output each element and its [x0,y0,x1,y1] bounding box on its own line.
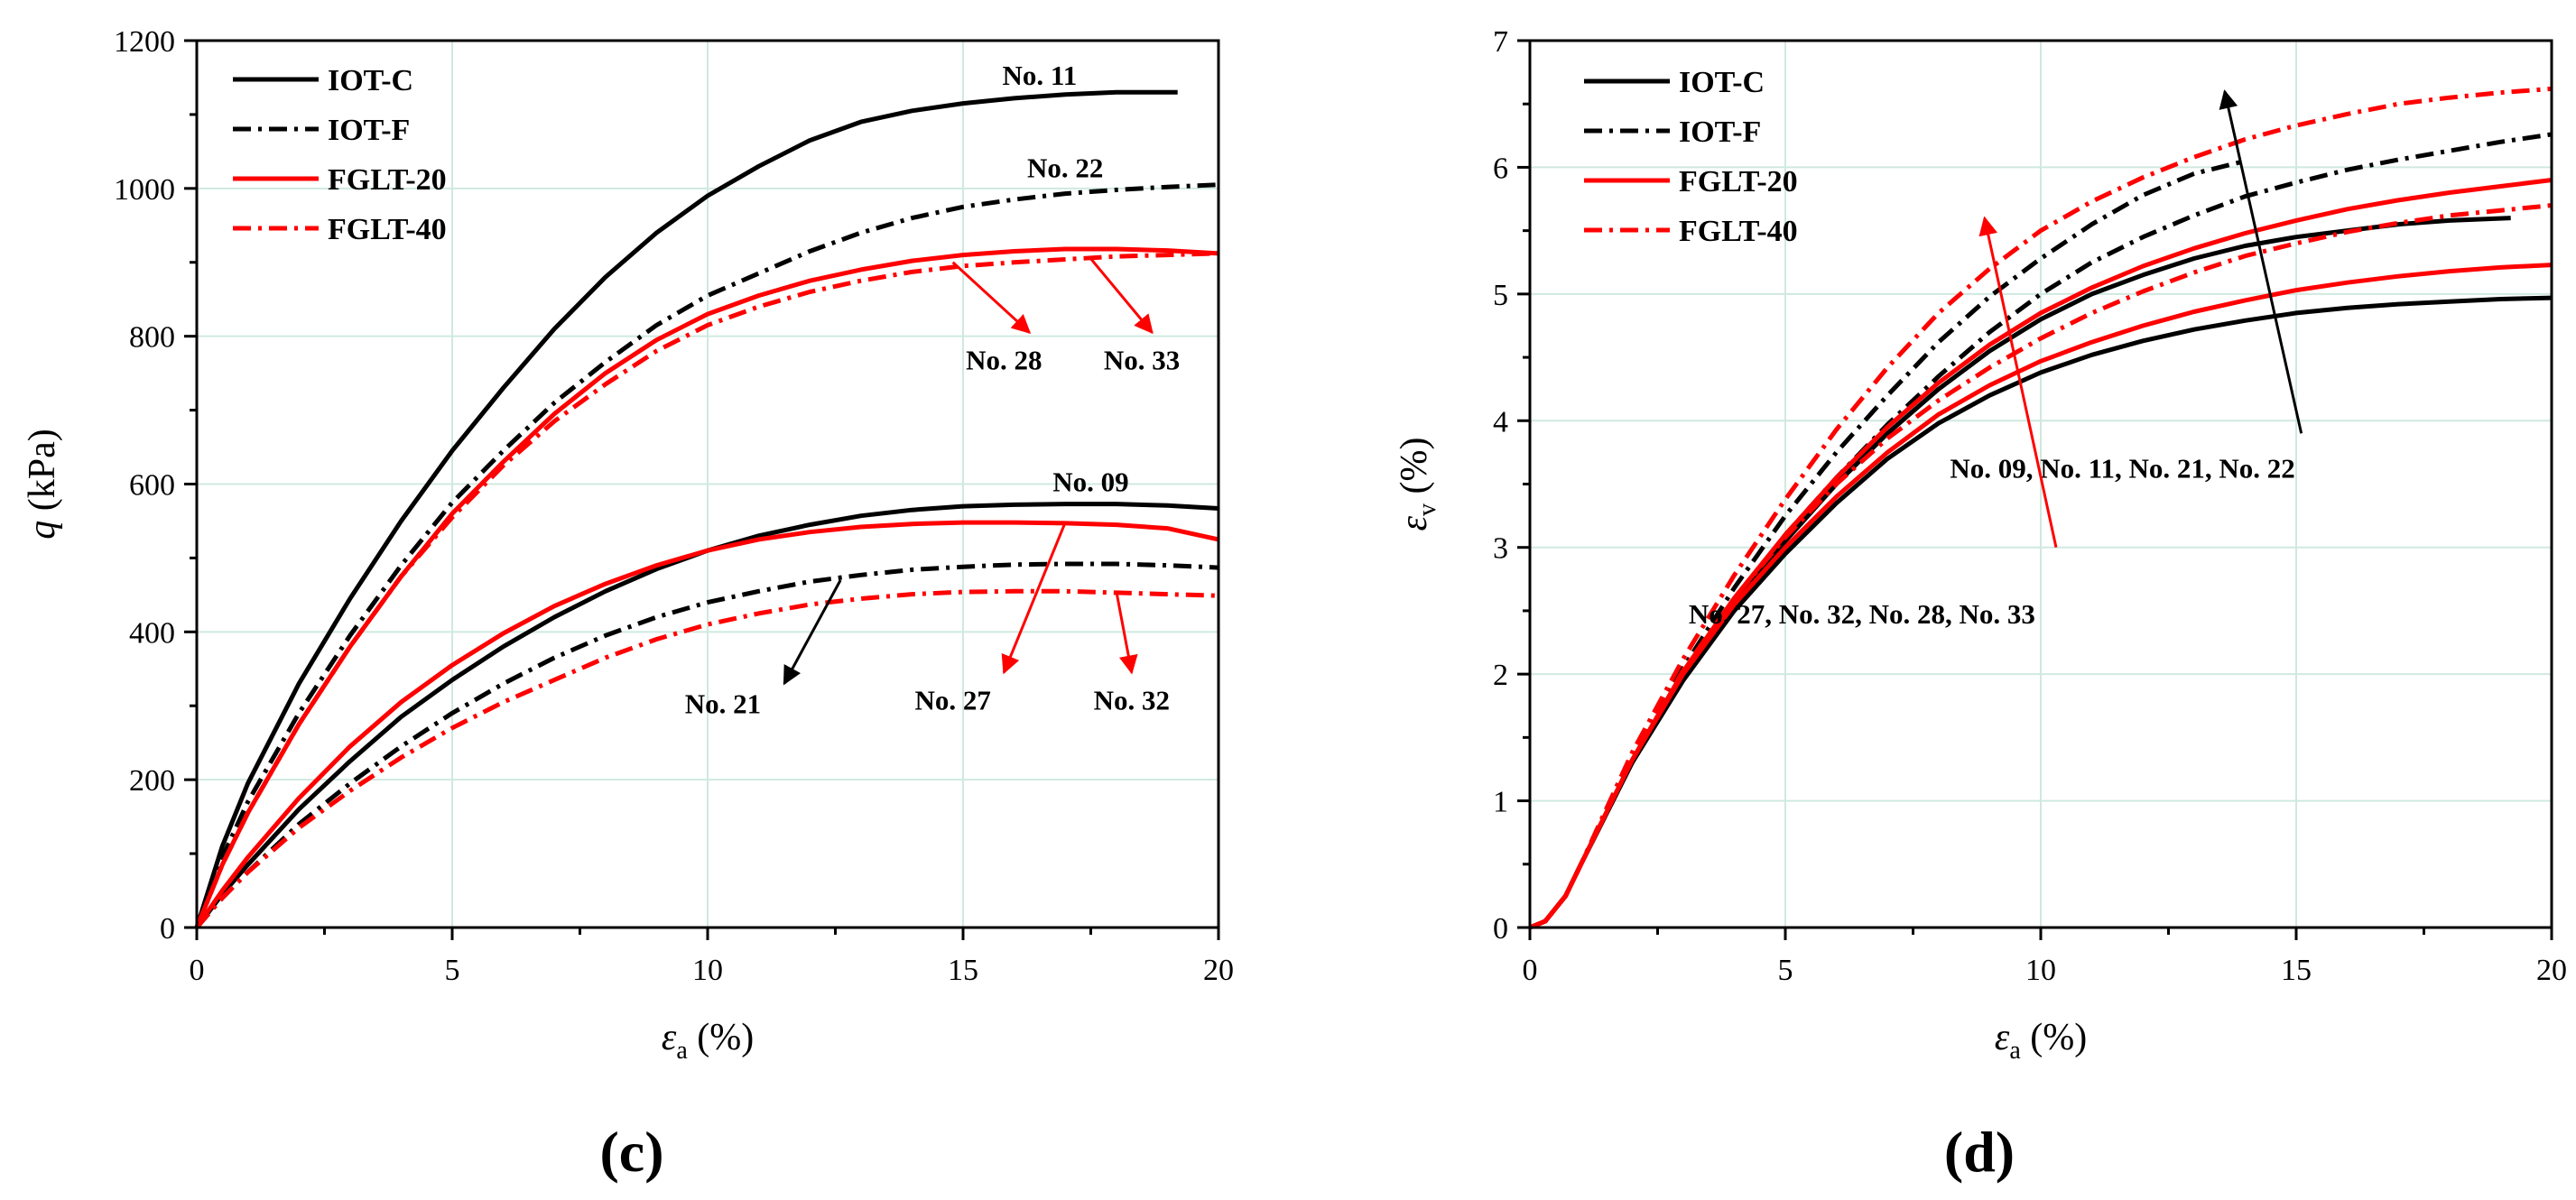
panel-label-d: (d) [1944,1120,2015,1184]
series-line-no-22 [194,182,1219,928]
legend-label: IOT-C [328,64,413,97]
y-tick-label: 600 [129,469,175,503]
y-tick-label: 6 [1493,152,1508,185]
x-axis: 0 5 10 15 20 [1523,928,2567,987]
x-axis-label: εa (%) [662,1017,754,1065]
annotation-arrow [1001,522,1067,675]
annotation-label: No. 32 [1094,684,1170,715]
annotation-arrow [2219,89,2303,434]
legend: IOT-C IOT-F FGLT-20 FGLT-40 [1584,66,1798,248]
y-axis-label-symbol: q [22,521,63,540]
x-tick-label: 15 [2281,954,2312,987]
y-axis-label: εv (%) [1394,437,1441,531]
y-axis-label-subscript: v [1413,503,1441,516]
y-axis-label: q (kPa) [22,429,63,539]
legend-label: FGLT-40 [1679,215,1798,248]
y-tick-label: 2 [1493,659,1508,692]
legend: IOT-C IOT-F FGLT-20 FGLT-40 [233,64,447,246]
y-tick-label: 4 [1493,405,1508,438]
annotation-label: No. 09 [1052,466,1128,498]
y-tick-label: 0 [1493,912,1508,946]
legend-label: FGLT-40 [328,213,447,246]
annotation-label: No. 28 [966,345,1042,376]
y-tick-label: 1 [1493,786,1508,819]
legend-label: IOT-C [1679,66,1765,99]
x-axis-label-subscript: a [2009,1037,2021,1065]
y-tick-label: 1200 [114,25,175,59]
y-axis-label-unit: (kPa) [22,429,63,520]
annotation-label: No. 22 [1027,152,1103,184]
annotations: No. 11 No. 22 No. 28 No. 33 No. 09 No. 21 No. … [685,60,1181,719]
annotation-arrow [951,261,1032,334]
x-axis: 0 5 10 15 20 [190,928,1234,987]
x-tick-label: 5 [445,954,460,987]
annotation-label: No. 09, No. 11, No. 21, No. 22 [1950,452,2294,484]
x-axis-label-unit: (%) [688,1017,754,1058]
x-tick-label: 0 [190,954,205,987]
legend-label: FGLT-20 [328,163,447,197]
series-line-no-27 [194,520,1219,929]
y-tick-label: 400 [129,616,175,650]
y-tick-label: 200 [129,764,175,798]
annotation-label: No. 27 [914,684,990,715]
y-axis-label-symbol: ε [1394,516,1435,531]
y-tick-label: 0 [160,912,175,946]
y-tick-label: 7 [1493,25,1508,59]
x-axis-label-symbol: ε [1995,1017,2010,1058]
x-tick-label: 10 [2025,954,2056,987]
annotation-label: No. 33 [1104,345,1180,376]
series-line-no-21 [195,561,1219,929]
y-axis: 0 200 400 600 800 1000 1200 [114,25,197,946]
legend-label: FGLT-20 [1679,165,1798,198]
grid [1530,41,2552,928]
y-tick-label: 5 [1493,279,1508,312]
annotation-arrow [1115,591,1138,675]
annotation-arrow [783,579,842,686]
x-tick-label: 0 [1523,954,1538,987]
annotation-arrow [1978,216,2058,549]
annotation-arrow [1089,257,1154,335]
x-axis-label-unit: (%) [2021,1017,2087,1058]
y-tick-label: 800 [129,321,175,355]
y-axis-label-unit: (%) [1394,437,1435,503]
annotation-label: No. 27, No. 32, No. 28, No. 33 [1689,598,2035,630]
series-line-no-28 [194,246,1219,928]
panel-label-c: (c) [599,1120,663,1184]
x-tick-label: 10 [692,954,723,987]
legend-label: IOT-F [1679,115,1761,149]
x-tick-label: 20 [1203,954,1234,987]
annotation-label: No. 11 [1003,60,1078,91]
series-line-no-33 [194,251,1219,928]
x-tick-label: 20 [2536,954,2567,987]
annotation-label: No. 21 [685,688,761,719]
x-axis-label: εa (%) [1995,1017,2087,1065]
series-line-no-11 [194,89,1178,928]
y-tick-label: 1000 [114,173,175,207]
y-axis: 0 1 2 3 4 5 6 7 [1493,25,1530,946]
x-axis-label-subscript: a [676,1037,688,1065]
legend-label: IOT-F [328,114,410,147]
y-tick-label: 3 [1493,532,1508,566]
x-tick-label: 5 [1778,954,1793,987]
x-tick-label: 15 [948,954,978,987]
x-axis-label-symbol: ε [662,1017,677,1058]
annotations: No. 09, No. 11, No. 21, No. 22 No. 27, No… [1689,89,2303,630]
